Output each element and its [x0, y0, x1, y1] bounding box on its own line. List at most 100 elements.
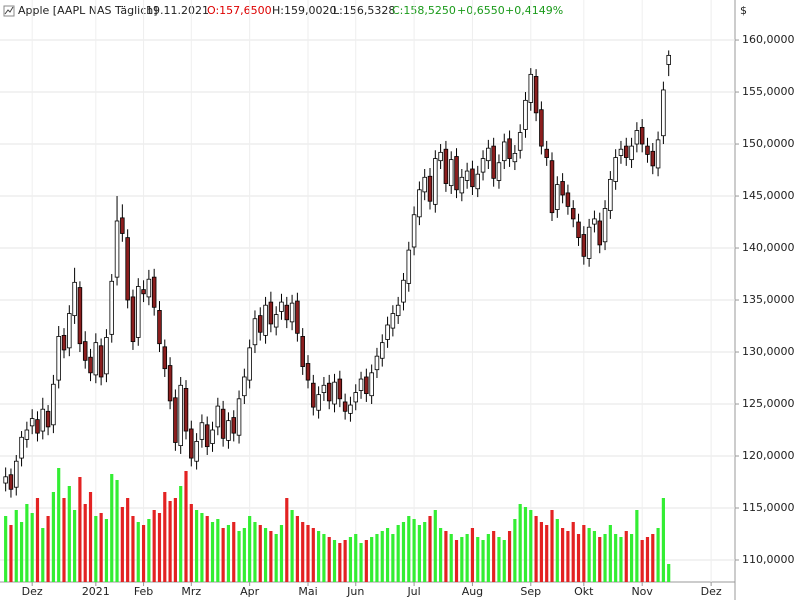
candle-body: [120, 217, 125, 234]
x-tick-label: Dez: [701, 585, 722, 598]
x-tick-label: Nov: [631, 585, 653, 598]
candle-body: [380, 342, 385, 359]
candle-body: [655, 139, 661, 169]
candle-body: [51, 383, 56, 426]
volume-bar: [237, 531, 241, 582]
volume-bar: [205, 516, 209, 582]
candle-body: [56, 336, 61, 381]
volume-bar: [136, 522, 140, 582]
candle-body: [8, 474, 14, 490]
candle-body: [247, 347, 252, 381]
volume-bar: [582, 525, 586, 582]
candle-body: [544, 148, 549, 158]
y-tick-label: 130,0000: [742, 345, 795, 358]
volume-bar: [189, 504, 193, 582]
x-tick-label: Mai: [298, 585, 317, 598]
header-icon: [3, 5, 15, 17]
candle-body: [608, 178, 613, 211]
candle-body: [305, 363, 311, 381]
volume-bar: [57, 468, 61, 582]
candle-body: [263, 304, 268, 336]
volume-bar: [592, 531, 597, 582]
candle-body: [602, 208, 608, 243]
volume-bar: [242, 528, 246, 582]
volume-bar: [9, 525, 13, 582]
volume-bar: [428, 516, 432, 582]
candle-body: [395, 304, 401, 317]
volume-bar: [253, 522, 257, 582]
volume-bar: [364, 540, 368, 582]
candle-body: [555, 184, 560, 210]
candle-body: [24, 429, 30, 440]
volume-bar: [184, 471, 188, 582]
volume-bar: [561, 528, 565, 582]
x-tick-label: Dez: [22, 585, 43, 598]
volume-bar: [375, 534, 379, 582]
candle-body: [480, 158, 486, 173]
candle-body: [337, 378, 343, 400]
volume-bar: [46, 516, 50, 582]
candle-body: [109, 280, 114, 335]
volume-bar: [104, 519, 109, 582]
header-change-pct: +0,4149%: [505, 4, 563, 17]
volume-bar: [216, 519, 220, 582]
candle-body: [300, 336, 305, 367]
candle-body: [183, 388, 189, 432]
volume-bar: [656, 528, 660, 582]
candle-body: [417, 189, 422, 218]
volume-bar: [269, 531, 273, 582]
candle-body: [438, 151, 443, 162]
candle-body: [358, 378, 364, 391]
candle-body: [14, 460, 19, 488]
volume-bar: [51, 492, 55, 582]
candle-body: [586, 226, 592, 259]
y-tick-label: 125,0000: [742, 397, 795, 410]
volume-bar: [396, 525, 400, 582]
volume-bar: [332, 540, 337, 582]
volume-bar: [391, 534, 395, 582]
volume-bar: [115, 480, 119, 582]
candle-body: [634, 130, 640, 145]
candle-body: [321, 384, 327, 393]
volume-bar: [454, 540, 459, 582]
y-tick-label: 150,0000: [742, 137, 795, 150]
candle-body: [533, 76, 539, 114]
candle-body: [539, 109, 544, 147]
volume-bar: [232, 522, 236, 582]
volume-bar: [385, 528, 390, 582]
x-tick-label: Aug: [462, 585, 483, 598]
candle-body: [125, 237, 130, 301]
x-tick-label: Jul: [406, 585, 420, 598]
candle-body: [220, 408, 226, 439]
volume-bar: [518, 504, 522, 582]
volume-bar: [481, 540, 485, 582]
candle-body: [40, 408, 46, 432]
volume-bar: [667, 564, 671, 582]
volume-bar: [598, 537, 602, 582]
candle-body: [268, 301, 274, 325]
volume-bar: [651, 534, 655, 582]
x-tick-label: Okt: [574, 585, 594, 598]
volume-bar: [635, 510, 639, 582]
volume-bar: [343, 540, 347, 582]
candle-body: [459, 176, 465, 194]
candle-body: [650, 150, 656, 167]
volume-bar: [110, 474, 114, 582]
candle-body: [273, 314, 279, 328]
volume-bar: [263, 528, 268, 582]
volume-bar: [539, 522, 543, 582]
volume-bar: [141, 525, 146, 582]
candle-body: [353, 392, 358, 403]
volume-bar: [439, 528, 443, 582]
candle-body: [464, 170, 470, 181]
candle-body: [422, 176, 427, 193]
y-tick-label: 135,0000: [742, 293, 795, 306]
x-tick-label: Apr: [240, 585, 260, 598]
volume-bar: [88, 492, 93, 582]
volume-bar: [492, 531, 496, 582]
volume-bar: [306, 525, 310, 582]
candle-body: [194, 441, 199, 462]
volume-bar: [311, 528, 315, 582]
candle-body: [29, 418, 35, 427]
candle-body: [231, 417, 236, 434]
